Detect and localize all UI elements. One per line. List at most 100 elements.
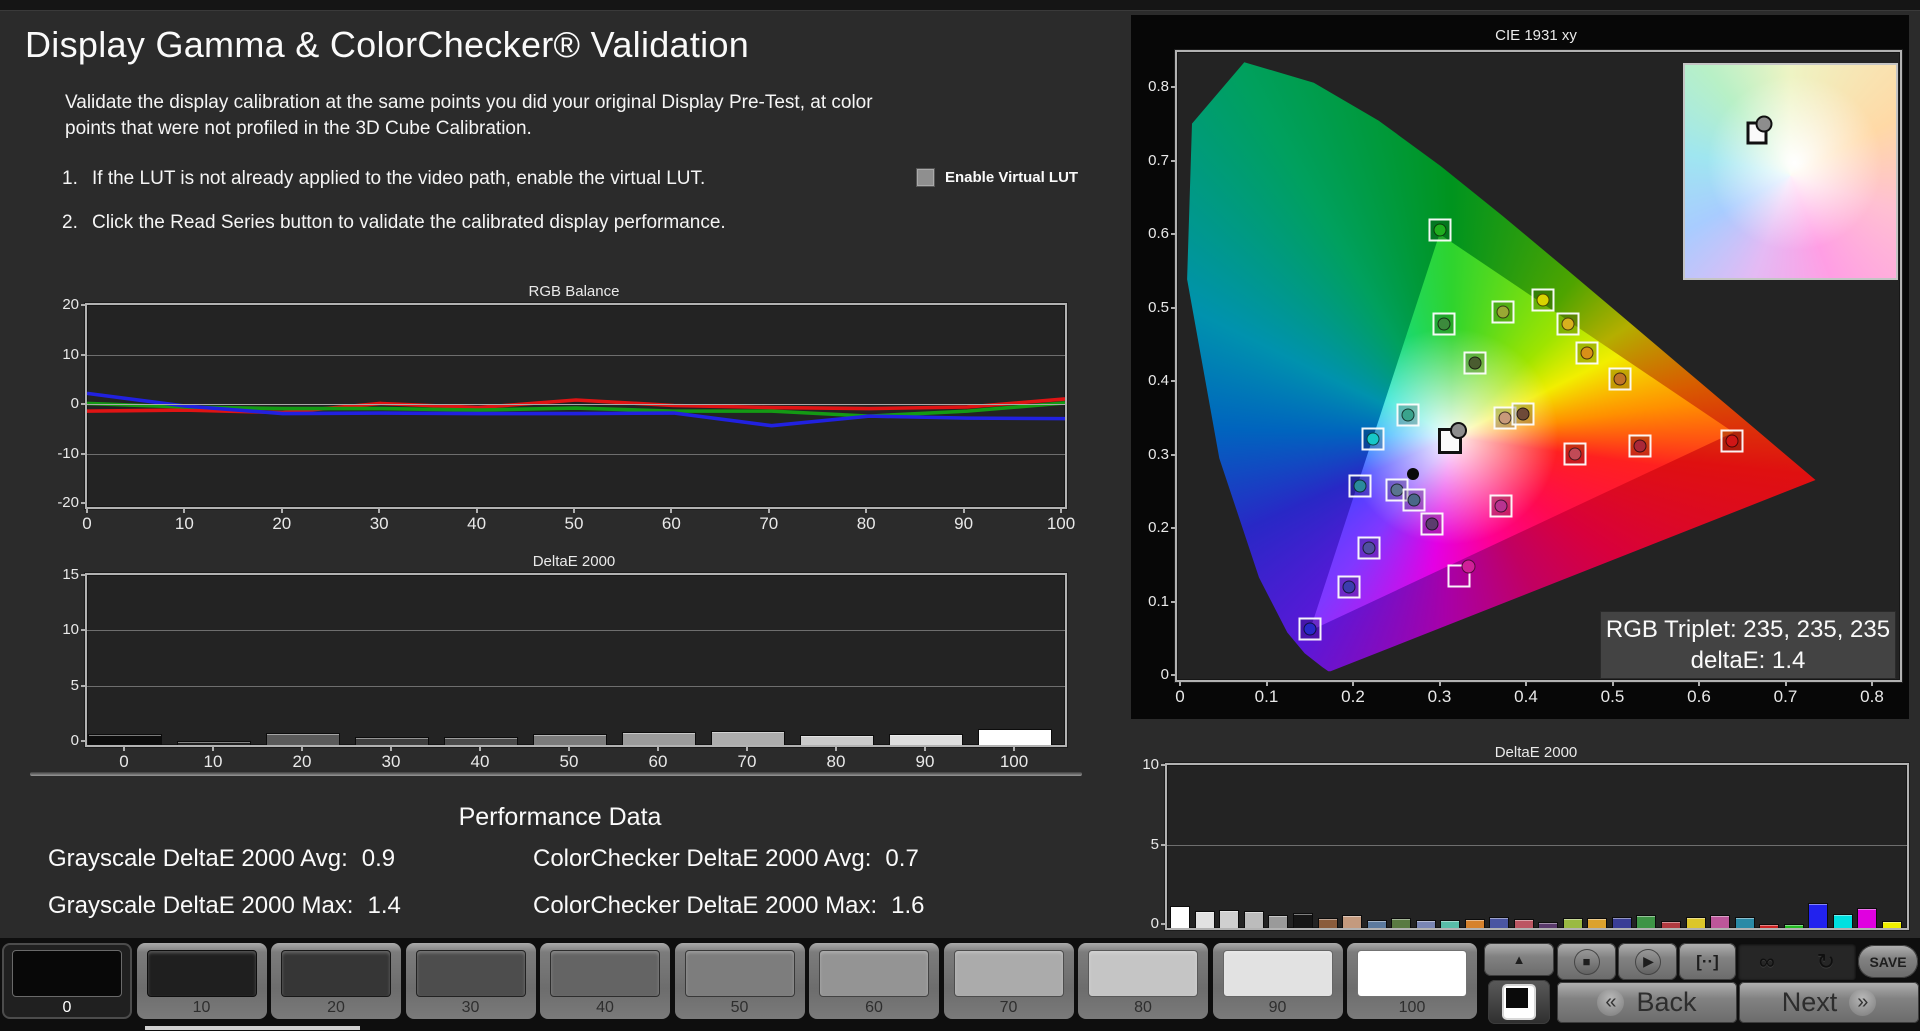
grayscale-swatch-80[interactable]: 80	[1078, 943, 1208, 1019]
y-tick-label: 10	[62, 345, 79, 363]
step-1-number: 1.	[62, 168, 78, 189]
swatch-label: 80	[1134, 999, 1152, 1016]
performance-data-title: Performance Data	[458, 803, 662, 831]
grayscale-deltae-bar-70	[711, 730, 785, 745]
y-tick-label: 0.4	[1148, 372, 1169, 389]
y-tick-label: 5	[1150, 835, 1159, 853]
step-2-number: 2.	[62, 212, 78, 233]
x-tick-mark	[183, 508, 186, 513]
colorchecker-deltae-bar-15	[1513, 919, 1534, 928]
cie-point	[1563, 442, 1587, 466]
rgb-balance-title: RGB Balance	[528, 283, 620, 300]
cie-current-marker	[1437, 422, 1467, 455]
grayscale-swatch-30[interactable]: 30	[405, 943, 536, 1019]
grayscale-max-value: 1.4	[367, 892, 401, 919]
rgb-balance-chart: 20 10 0 -10 -20 0 10 20 30 40 50 60 70 80 90 100	[57, 296, 1075, 533]
cie-canvas	[1177, 52, 1900, 680]
colorchecker-deltae-bar-29	[1857, 907, 1878, 928]
y-tick-mark	[1171, 86, 1176, 88]
grayscale-swatch-40[interactable]: 40	[540, 943, 670, 1019]
grayscale-swatch-60[interactable]: 60	[809, 943, 939, 1019]
enable-virtual-lut-checkbox[interactable]	[916, 168, 935, 187]
save-button[interactable]: SAVE	[1858, 945, 1918, 978]
grayscale-max-stat: Grayscale DeltaE 2000 Max: 1.4	[48, 892, 401, 920]
play-icon: ▶	[1643, 953, 1654, 969]
x-tick-mark	[1265, 681, 1268, 686]
swatch-label: 50	[730, 999, 749, 1016]
stop-icon: ■	[1582, 954, 1591, 969]
swatch-label: 10	[192, 999, 211, 1016]
cie-point	[1348, 474, 1372, 498]
y-tick-label: 0	[1150, 915, 1159, 932]
gridline	[87, 630, 1065, 632]
x-tick-mark	[746, 746, 748, 751]
cie-point	[1556, 312, 1580, 336]
colorchecker-deltae-bar-26	[1783, 923, 1804, 928]
cie-corner-dot	[1461, 559, 1476, 574]
y-tick-label: 0.1	[1148, 592, 1169, 610]
swatch-color-chip	[1357, 950, 1467, 997]
y-tick-mark	[81, 403, 86, 405]
grayscale-deltae-title: DeltaE 2000	[532, 553, 616, 570]
colorchecker-deltae-bar-19	[1611, 916, 1632, 928]
x-tick-mark	[573, 508, 575, 513]
y-tick-mark	[81, 304, 86, 306]
cie-point-dot	[1433, 223, 1446, 237]
x-tick-mark	[280, 508, 283, 513]
cie-point-dot	[1407, 493, 1421, 507]
play-button[interactable]: ▶	[1618, 943, 1677, 980]
colorchecker-deltae-bar-23	[1710, 915, 1730, 928]
swatch-label: 90	[1268, 999, 1287, 1016]
x-tick-label: 20	[272, 514, 292, 533]
grayscale-swatch-100[interactable]: 100	[1347, 943, 1477, 1019]
read-series-button[interactable]: [··]	[1679, 943, 1736, 980]
grayscale-deltae-bar-40	[444, 737, 518, 745]
colorchecker-avg-value: 0.7	[885, 845, 919, 872]
colorchecker-deltae-bar-11	[1415, 919, 1436, 928]
grayscale-swatch-10[interactable]: 10	[136, 943, 267, 1019]
grayscale-swatch-50[interactable]: 50	[674, 943, 805, 1019]
cie-point-dot	[1362, 541, 1376, 555]
cie-point	[1511, 402, 1535, 426]
x-tick-mark	[767, 508, 770, 513]
grayscale-swatch-0[interactable]: 0	[2, 943, 132, 1019]
continuous-read-icon[interactable]: ∞	[1758, 948, 1775, 974]
swatch-label: 20	[327, 999, 345, 1016]
enable-virtual-lut-row: Enable Virtual LUT	[916, 168, 1078, 187]
back-button-label: Back	[1636, 987, 1697, 1017]
grayscale-swatch-70[interactable]: 70	[943, 943, 1074, 1019]
x-tick-mark	[123, 746, 125, 751]
swatch-color-chip	[415, 950, 526, 997]
grayscale-deltae-chart: 15 10 5 0 0 10 20 30 40 50 60 70 80 90 100	[62, 566, 1067, 771]
stop-button[interactable]: ■	[1557, 943, 1616, 980]
x-tick-label: 70	[737, 752, 757, 771]
y-tick-label: 20	[62, 296, 79, 313]
grayscale-swatch-20[interactable]: 20	[271, 943, 401, 1019]
cie-point-dot	[1468, 356, 1482, 370]
colorchecker-deltae-bar-9	[1366, 919, 1387, 928]
colorchecker-deltae-bar-8	[1342, 915, 1362, 928]
colorchecker-deltae-bar-27	[1808, 903, 1829, 928]
loop-read-icon[interactable]: ↻	[1816, 948, 1836, 974]
pattern-window-button[interactable]	[1488, 980, 1550, 1024]
gridline	[87, 354, 1065, 356]
swatch-color-chip	[819, 950, 929, 997]
cie-point-dot	[1580, 346, 1594, 360]
back-button[interactable]: « Back	[1557, 982, 1737, 1023]
window-tab-strip	[0, 0, 1920, 11]
x-tick-label: 60	[661, 514, 681, 533]
x-tick-label: 0.3	[1427, 687, 1452, 706]
cie-current-marker-circle	[1449, 422, 1467, 440]
next-chevron-icon: »	[1849, 989, 1877, 1016]
next-button[interactable]: Next »	[1739, 982, 1919, 1023]
colorchecker-deltae-bar-12	[1440, 919, 1461, 928]
cie-point	[1531, 288, 1555, 312]
x-tick-label: 50	[559, 752, 579, 771]
colorchecker-deltae-bar-13	[1464, 919, 1485, 928]
pattern-up-button[interactable]: ▲	[1484, 943, 1554, 976]
x-tick-mark	[1698, 681, 1700, 686]
x-tick-label: 70	[759, 514, 779, 533]
y-tick-mark	[1161, 923, 1166, 925]
grayscale-swatch-90[interactable]: 90	[1212, 943, 1343, 1019]
colorchecker-max-stat: ColorChecker DeltaE 2000 Max: 1.6	[533, 892, 925, 920]
